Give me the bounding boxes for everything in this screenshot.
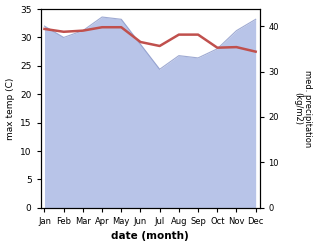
Y-axis label: med. precipitation
(kg/m2): med. precipitation (kg/m2) (293, 70, 313, 147)
X-axis label: date (month): date (month) (111, 231, 189, 242)
Y-axis label: max temp (C): max temp (C) (5, 77, 15, 140)
